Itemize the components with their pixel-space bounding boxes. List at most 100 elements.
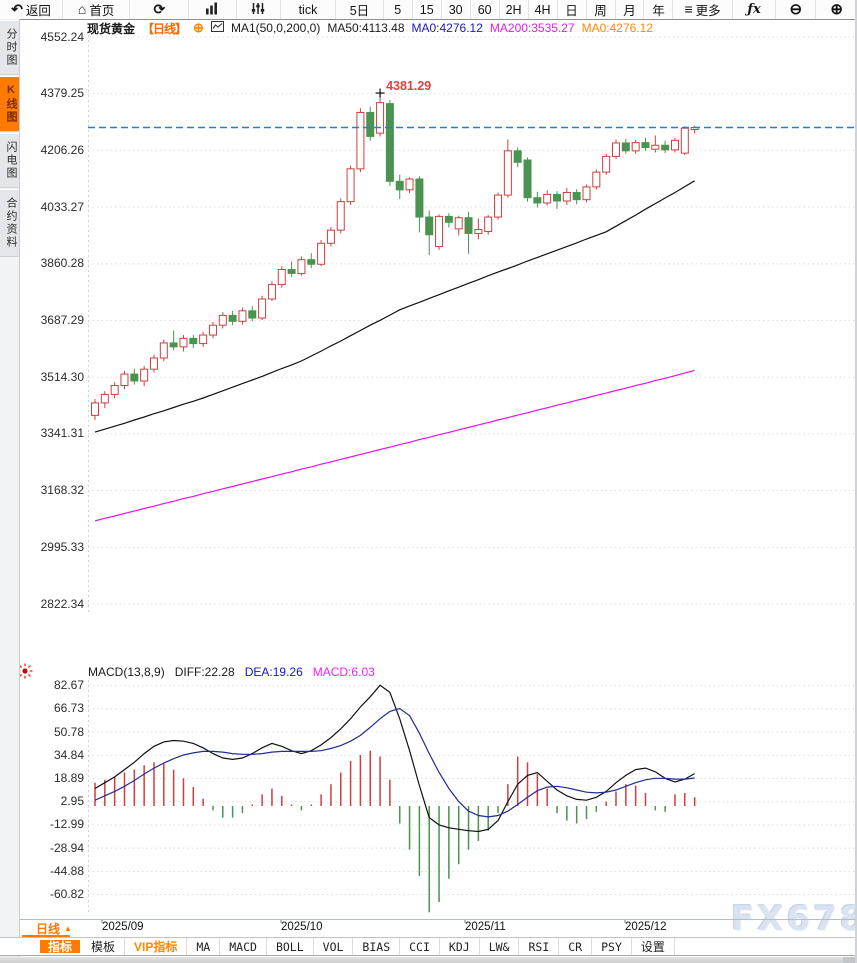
ma50-value: MA50:4113.48 (327, 21, 405, 35)
fx-functions-button[interactable]: ƒx (733, 0, 777, 19)
interval-week-button-label: 周 (594, 4, 607, 18)
macd-tick-label: -28.94 (49, 840, 84, 855)
period-underline (22, 935, 70, 937)
price-tick-label: 3168.32 (40, 483, 84, 498)
ma50-line (94, 180, 695, 433)
interval-year-button[interactable]: 年 (644, 0, 674, 19)
interval-month-button-label: 月 (623, 4, 636, 18)
price-tick-label: 4379.25 (40, 86, 84, 101)
indicator-button[interactable]: 指标 (40, 940, 81, 954)
rsi-button[interactable]: RSI (519, 938, 560, 955)
vip-indicator-button[interactable]: VIP指标 (125, 938, 188, 955)
dea-line (94, 707, 695, 818)
interval-15min-button[interactable]: 15 (413, 0, 442, 19)
tab-contract-info[interactable]: 合约资料 (0, 189, 19, 257)
interval-year-button-label: 年 (652, 4, 665, 18)
interval-month-button[interactable]: 月 (616, 0, 645, 19)
interval-5min-button-label: 5 (394, 2, 402, 17)
boll-button[interactable]: BOLL (267, 938, 314, 955)
fx-icon: ƒx (747, 2, 761, 17)
interval-4h-button[interactable]: 4H (529, 0, 558, 19)
macd-histogram (94, 750, 696, 913)
diff-value: DIFF:22.28 (174, 665, 235, 679)
svg-text:4381.29: 4381.29 (386, 79, 431, 93)
interval-day-button[interactable]: 日 (558, 0, 587, 19)
grid-lines (88, 30, 855, 923)
macd-value: MACD:6.03 (312, 665, 375, 679)
ma-settings-label: MA1(50,0,200,0) (230, 21, 321, 35)
ma0-blue-value: MA0:4276.12 (411, 21, 483, 35)
symbol-header: 现货黄金 【日线】 ⊕ MA1(50,0,200,0) MA50:4113.48… (87, 20, 654, 36)
price-tick-label: 2822.34 (40, 596, 84, 611)
left-sidebar: 分时图 K线图 闪电图 合约资料 (0, 19, 20, 957)
psy-button[interactable]: PSY (592, 938, 632, 955)
interval-week-button[interactable]: 周 (587, 0, 616, 19)
interval-2h-button-label: 2H (505, 2, 522, 17)
macd-settings-label: MACD(13,8,9) (88, 665, 165, 679)
candlestick-series (91, 93, 699, 420)
interval-15min-button-label: 15 (419, 2, 434, 17)
date-axis: 日线 ▲ (20, 919, 855, 937)
interval-tick-button[interactable]: tick (281, 0, 337, 19)
macd-button[interactable]: MACD (220, 938, 267, 955)
date-tick-label: 2025/11 (465, 921, 506, 933)
period-tag: 【日线】 (142, 21, 187, 36)
settings-button[interactable]: 设置 (632, 938, 675, 955)
date-tick-label: 2025/09 (102, 921, 144, 933)
refresh-icon: ⟳ (153, 1, 166, 17)
tab-time-share-chart[interactable]: 分时图 (0, 20, 19, 75)
template-button[interactable]: 模板 (82, 938, 126, 955)
zoom-out-icon: ⊖ (789, 1, 803, 18)
interval-60min-button-label: 60 (477, 2, 492, 17)
chart-type-button[interactable] (189, 0, 238, 19)
zoom-out-button[interactable]: ⊖ (776, 0, 817, 19)
tab-lightning-chart[interactable]: 闪电图 (0, 133, 19, 188)
top-toolbar: ↶ 返回 ⌂ 首页 ⟳ tick 5日 5 15 30 60 2H 4H 日周 月 年 ≡ 更多 ƒx ⊖ ⊕ (0, 0, 855, 20)
macd-tick-label: 66.73 (53, 701, 84, 716)
horizontal-scrollbar[interactable] (0, 957, 855, 963)
lwr-button[interactable]: LW& (480, 938, 520, 955)
indicator-filter-button[interactable] (237, 0, 281, 19)
ma0-orange-value: MA0:4276.12 (581, 21, 654, 35)
ma200-line (94, 369, 695, 522)
macd-tick-label: -60.82 (49, 887, 84, 902)
ma-button[interactable]: MA (187, 938, 221, 955)
interval-2h-button[interactable]: 2H (500, 0, 529, 19)
add-indicator-icon[interactable]: ⊕ (193, 20, 204, 35)
zoom-in-icon: ⊕ (830, 1, 843, 18)
bars-icon (205, 2, 220, 18)
back-button-label: 返回 (25, 4, 51, 18)
macd-tick-label: 50.78 (53, 724, 84, 739)
macd-header: MACD(13,8,9) DIFF:22.28 DEA:19.26 MACD:6… (88, 665, 375, 679)
interval-5min-button[interactable]: 5 (384, 0, 413, 19)
refresh-button[interactable]: ⟳ (130, 0, 190, 19)
price-tick-label: 4206.26 (40, 142, 84, 157)
bias-button[interactable]: BIAS (353, 938, 401, 955)
vol-button[interactable]: VOL (314, 938, 354, 955)
cci-button[interactable]: CCI (400, 938, 440, 955)
more-icon: ≡ (684, 1, 693, 17)
price-tick-label: 2995.33 (40, 539, 84, 554)
interval-5day-button[interactable]: 5日 (336, 0, 384, 19)
macd-tick-label: 82.67 (53, 678, 84, 693)
peak-annotation: 4381.29 (375, 79, 431, 98)
sliders-icon (251, 2, 265, 18)
interval-60min-button[interactable]: 60 (471, 0, 500, 19)
period-selector[interactable]: 日线 ▲ (21, 921, 87, 936)
zoom-in-button[interactable]: ⊕ (816, 0, 855, 19)
home-button[interactable]: ⌂ 首页 (63, 0, 131, 19)
cr-button[interactable]: CR (559, 938, 593, 955)
more-button[interactable]: ≡ 更多 (673, 0, 733, 19)
macd-tick-label: 34.84 (53, 747, 84, 762)
interval-30min-button[interactable]: 30 (442, 0, 471, 19)
price-tick-label: 4033.27 (40, 199, 84, 214)
kdj-button[interactable]: KDJ (440, 938, 480, 955)
macd-tick-label: -12.99 (49, 817, 84, 832)
back-button[interactable]: ↶ 返回 (0, 0, 64, 19)
macd-tick-label: 18.89 (53, 770, 84, 785)
interval-tick-button-label: tick (298, 2, 318, 17)
macd-tick-label: 2.95 (60, 794, 84, 809)
tab-kline-chart[interactable]: K线图 (0, 76, 19, 132)
